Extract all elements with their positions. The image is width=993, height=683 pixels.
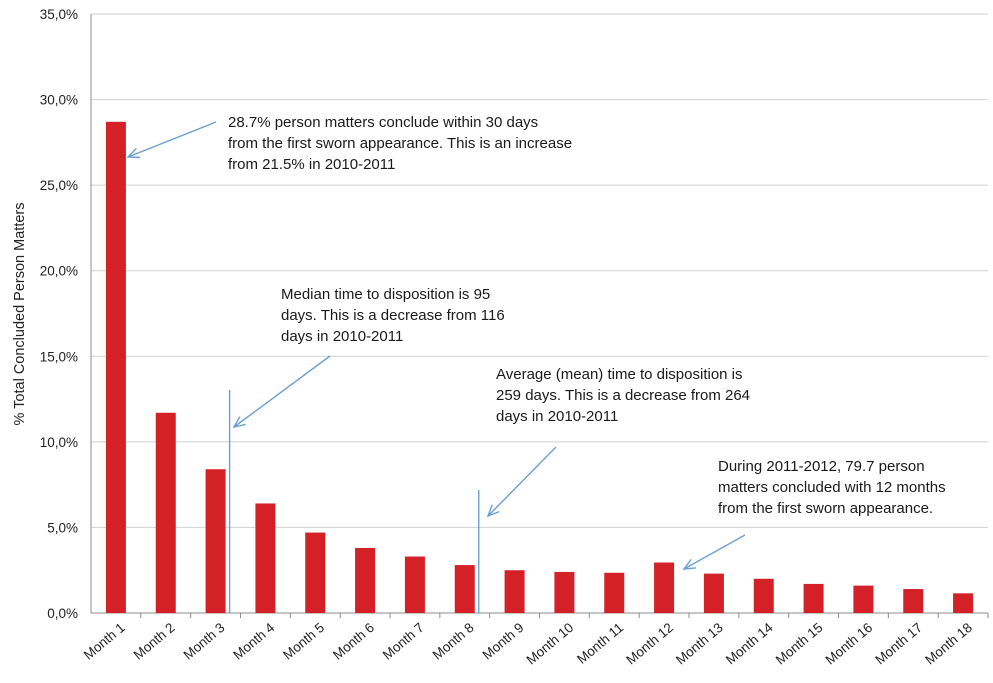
bar	[355, 547, 376, 613]
y-axis-ticks: 0,0% 5,0% 10,0% 15,0% 20,0% 25,0% 30,0% 35,0%	[40, 7, 78, 621]
bar	[205, 469, 226, 613]
x-tick-label: Month 14	[723, 619, 776, 667]
arrow-head	[486, 504, 500, 518]
bar	[903, 589, 924, 613]
bar	[654, 562, 675, 613]
x-tick-label: Month 16	[823, 620, 876, 668]
x-tick-label: Month 9	[480, 620, 527, 663]
x-tick-label: Month 13	[673, 620, 726, 668]
y-tick-label: 20,0%	[40, 264, 78, 279]
x-tick-label: Month 8	[430, 620, 477, 663]
bar	[853, 585, 874, 613]
annotation-mean: Average (mean) time to disposition is 25…	[496, 366, 751, 425]
y-axis-label: % Total Concluded Person Matters	[12, 203, 28, 426]
x-tick-label: Month 6	[330, 620, 377, 663]
annotation-twelve-months: During 2011-2012, 79.7 person matters co…	[718, 458, 946, 517]
x-tick-label: Month 17	[872, 620, 925, 668]
y-tick-label: 0,0%	[47, 606, 78, 621]
x-tick-label: Month 7	[380, 620, 427, 663]
x-tick-label: Month 11	[574, 620, 626, 667]
x-tick-label: Month 1	[81, 620, 128, 663]
x-tick-label: Month 12	[623, 620, 676, 668]
bar	[803, 583, 824, 613]
bar	[454, 565, 475, 613]
x-tick-label: Month 5	[280, 620, 327, 663]
annotation-arrow	[127, 121, 217, 158]
bar	[753, 578, 774, 613]
bar	[604, 572, 625, 613]
y-tick-label: 5,0%	[47, 520, 78, 535]
bar	[703, 573, 724, 613]
x-tick-label: Month 15	[773, 620, 826, 668]
y-tick-label: 15,0%	[40, 349, 78, 364]
x-tick-label: Month 18	[922, 620, 975, 668]
bar	[953, 593, 974, 613]
y-tick-label: 35,0%	[40, 7, 78, 22]
annotation-arrow	[233, 355, 331, 428]
bar	[554, 571, 575, 613]
y-tick-label: 10,0%	[40, 435, 78, 450]
annotation-first-month: 28.7% person matters conclude within 30 …	[228, 114, 573, 173]
bar	[404, 556, 425, 613]
arrow-head	[126, 147, 141, 159]
bar	[105, 121, 126, 613]
bar	[155, 412, 176, 613]
annotation-arrow	[683, 534, 746, 570]
arrow-head	[682, 558, 697, 570]
x-tick-label: Month 2	[131, 620, 178, 663]
arrow-head	[232, 416, 246, 429]
y-tick-label: 25,0%	[40, 178, 78, 193]
bar	[255, 503, 276, 613]
bar	[504, 570, 525, 613]
x-tick-label: Month 10	[524, 620, 577, 668]
x-axis-ticks: Month 1 Month 2 Month 3 Month 4 Month 5 Month…	[81, 613, 989, 668]
reference-lines	[228, 390, 480, 613]
x-tick-label: Month 3	[181, 620, 228, 663]
x-tick-label: Month 4	[230, 619, 277, 662]
annotation-median: Median time to disposition is 95 days. T…	[281, 286, 505, 345]
bars	[105, 121, 974, 613]
gridlines	[90, 13, 988, 614]
bar	[305, 532, 326, 613]
y-tick-label: 30,0%	[40, 93, 78, 108]
annotation-arrows	[126, 121, 746, 570]
annotation-arrow	[487, 446, 557, 517]
